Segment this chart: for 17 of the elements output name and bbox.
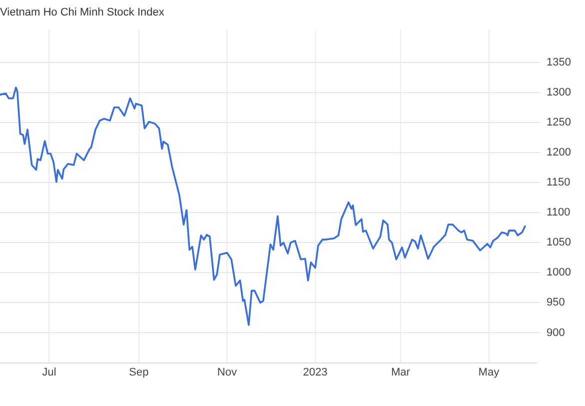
chart-title: Vietnam Ho Chi Minh Stock Index [0, 6, 165, 19]
x-tick-label: Sep [129, 366, 149, 378]
x-tick-label: May [478, 366, 500, 378]
y-tick-label: 1100 [546, 206, 570, 219]
y-tick-label: 1150 [546, 176, 570, 189]
x-tick-label: 2023 [303, 366, 328, 378]
y-tick-label: 1200 [546, 146, 572, 158]
y-tick-label: 900 [546, 326, 565, 339]
y-tick-label: 1300 [546, 86, 572, 98]
y-tick-label: 950 [546, 296, 565, 309]
x-tick-label: Nov [217, 366, 238, 378]
x-tick-label: Jul [42, 366, 56, 378]
y-tick-label: 1050 [546, 236, 572, 249]
y-tick-label: 1000 [546, 266, 572, 279]
x-tick-label: Mar [391, 366, 410, 378]
y-tick-label: 1350 [546, 56, 572, 68]
y-tick-label: 1250 [546, 116, 572, 128]
